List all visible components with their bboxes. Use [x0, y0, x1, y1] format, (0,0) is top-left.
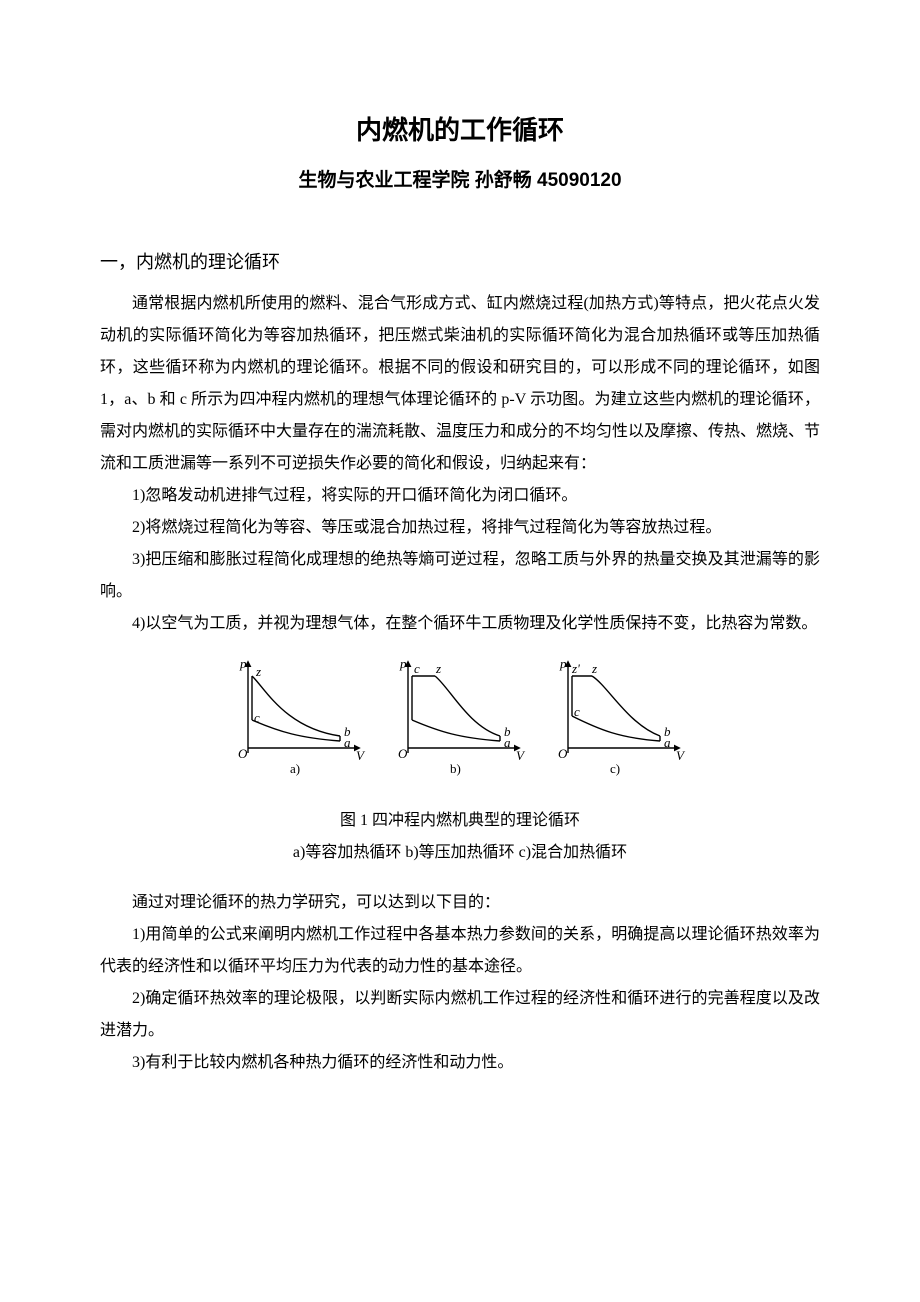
assumption-3: 3)把压缩和膨胀过程简化成理想的绝热等熵可逆过程，忽略工质与外界的热量交换及其泄… [100, 544, 820, 608]
panel-label-c: c) [610, 761, 620, 776]
post-figure-paragraph: 通过对理论循环的热力学研究，可以达到以下目的： [100, 887, 820, 919]
pt-c-c: c [574, 704, 580, 719]
figure-1: p V O z c b a a) p V O c [100, 650, 820, 869]
figure-1-subcaption: a)等容加热循环 b)等压加热循环 c)混合加热循环 [100, 837, 820, 869]
purpose-3: 3)有利于比较内燃机各种热力循环的经济性和动力性。 [100, 1047, 820, 1079]
svg-text:p: p [399, 656, 407, 671]
svg-text:a: a [504, 735, 511, 750]
purpose-2: 2)确定循环热效率的理论极限，以判断实际内燃机工作过程的经济性和循环进行的完善程… [100, 983, 820, 1047]
document-title: 内燃机的工作循环 [100, 110, 820, 147]
pt-zprime-c: z' [571, 661, 580, 676]
assumption-4: 4)以空气为工质，并视为理想气体，在整个循环牛工质物理及化学性质保持不变，比热容… [100, 608, 820, 640]
axis-p-label: p [239, 656, 247, 671]
pt-a-a: a [344, 735, 351, 750]
svg-text:O: O [558, 746, 568, 761]
pt-z-b: z [435, 661, 441, 676]
svg-text:p: p [559, 656, 567, 671]
pv-panel-c: p V O z' z c b a c) [558, 656, 686, 776]
assumption-2: 2)将燃烧过程简化为等容、等压或混合加热过程，将排气过程简化为等容放热过程。 [100, 512, 820, 544]
svg-text:O: O [398, 746, 408, 761]
figure-1-caption: 图 1 四冲程内燃机典型的理论循环 [100, 805, 820, 837]
pv-panel-a: p V O z c b a a) [238, 656, 366, 776]
pt-z-a: z [255, 664, 261, 679]
axis-o-label: O [238, 746, 248, 761]
panel-label-b: b) [450, 761, 461, 776]
axis-v-label: V [356, 748, 366, 763]
svg-text:V: V [516, 748, 526, 763]
document-subtitle: 生物与农业工程学院 孙舒畅 45090120 [100, 165, 820, 192]
purpose-1: 1)用简单的公式来阐明内燃机工作过程中各基本热力参数间的关系，明确提高以理论循环… [100, 919, 820, 983]
assumption-1: 1)忽略发动机进排气过程，将实际的开口循环简化为闭口循环。 [100, 480, 820, 512]
page: 内燃机的工作循环 生物与农业工程学院 孙舒畅 45090120 一，内燃机的理论… [0, 0, 920, 1159]
section-1-heading: 一，内燃机的理论循环 [100, 244, 820, 280]
svg-text:V: V [676, 748, 686, 763]
svg-text:a: a [664, 735, 671, 750]
pv-diagrams-svg: p V O z c b a a) p V O c [220, 650, 700, 785]
pt-z-c: z [591, 661, 597, 676]
panel-label-a: a) [290, 761, 300, 776]
pv-panel-b: p V O c z b a b) [398, 656, 526, 776]
pt-c-b: c [414, 661, 420, 676]
pt-c-a: c [254, 710, 260, 725]
intro-paragraph: 通常根据内燃机所使用的燃料、混合气形成方式、缸内燃烧过程(加热方式)等特点，把火… [100, 288, 820, 480]
